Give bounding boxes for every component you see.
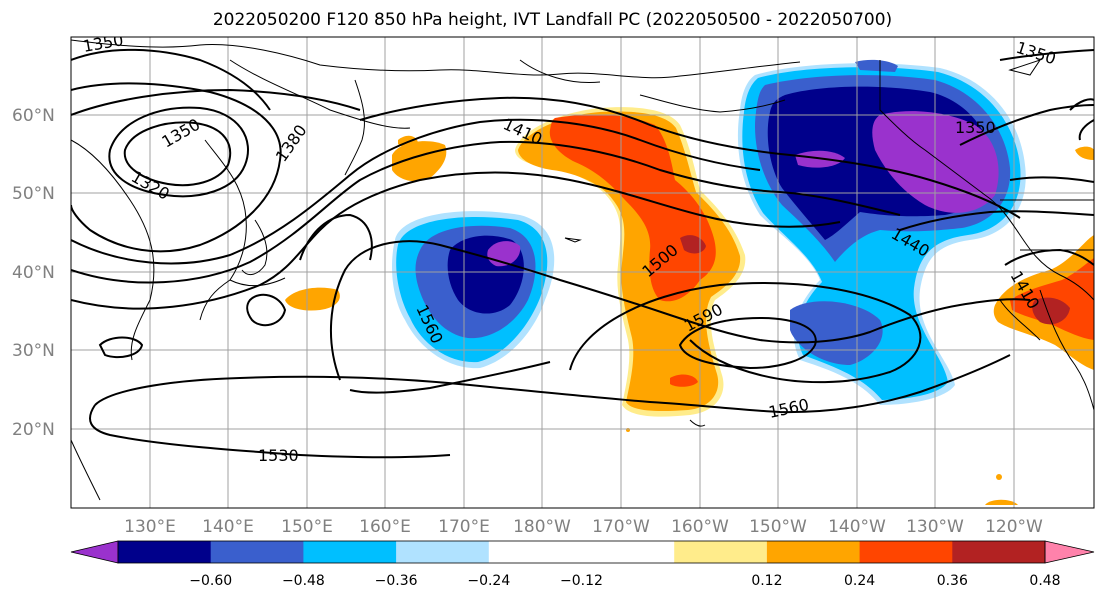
colorbar-max-extend [1044, 540, 1095, 564]
colorbar-segment [859, 541, 953, 563]
map-title: 2022050200 F120 850 hPa height, IVT Land… [212, 10, 893, 30]
colorbar-segment [210, 541, 304, 563]
map-frame [70, 36, 1095, 509]
contour-label: 1350 [955, 118, 996, 137]
lon-label: 160°E [359, 517, 411, 537]
positive-anomaly-small-patches [285, 135, 1018, 505]
height-contours [71, 48, 1094, 459]
colorbar-segment [581, 541, 675, 563]
colorbar-segment [952, 541, 1046, 563]
colorbar-segment [766, 541, 861, 563]
colorbar-segment [303, 541, 397, 563]
lat-label: 30°N [12, 341, 55, 361]
lon-label: 150°E [281, 517, 333, 537]
lon-label: 120°W [985, 517, 1043, 537]
colorbar-tick-label: 0.12 [751, 573, 782, 589]
lat-label: 60°N [12, 106, 55, 126]
colorbar-segment [674, 541, 768, 563]
contour-label: 1530 [258, 446, 299, 465]
lon-label: 170°E [438, 517, 490, 537]
lon-label: 180°W [513, 517, 571, 537]
colorbar-tick-label: −0.60 [189, 573, 232, 589]
coastlines [71, 39, 1094, 501]
colorbar-tick-label: −0.36 [375, 573, 418, 589]
colorbar-segment [488, 541, 582, 563]
colorbar: −0.60 −0.48 −0.36 −0.24 −0.12 0.12 0.24 0.36 0.4… [70, 540, 1095, 589]
negative-anomaly-gulf-of-alaska [737, 59, 1026, 406]
colorbar-tick-label: −0.12 [560, 573, 603, 589]
lat-label: 20°N [12, 420, 55, 440]
lon-label: 140°W [828, 517, 886, 537]
colorbar-tick-label: 0.36 [937, 573, 968, 589]
lon-label: 150°W [749, 517, 807, 537]
colorbar-min-extend [70, 540, 119, 564]
positive-anomaly-central-pacific [515, 107, 746, 417]
latitude-axis: 60°N 50°N 40°N 30°N 20°N [12, 106, 55, 440]
colorbar-tick-label: −0.48 [282, 573, 325, 589]
colorbar-outline [117, 540, 1046, 564]
lon-label: 130°E [124, 517, 176, 537]
lat-label: 40°N [12, 263, 55, 283]
colorbar-tick-label: 0.24 [844, 573, 875, 589]
colorbar-segment [118, 541, 212, 563]
lon-label: 130°W [906, 517, 964, 537]
lon-label: 170°W [592, 517, 650, 537]
lat-label: 50°N [12, 184, 55, 204]
longitude-axis: 130°E 140°E 150°E 160°E 170°E 180°W 170°… [124, 517, 1043, 537]
colorbar-tick-label: −0.24 [467, 573, 510, 589]
colorbar-tick-label: 0.48 [1029, 573, 1060, 589]
map-gridlines [71, 37, 1094, 508]
colorbar-segment [396, 541, 490, 563]
lon-label: 140°E [202, 517, 254, 537]
lon-label: 160°W [671, 517, 729, 537]
